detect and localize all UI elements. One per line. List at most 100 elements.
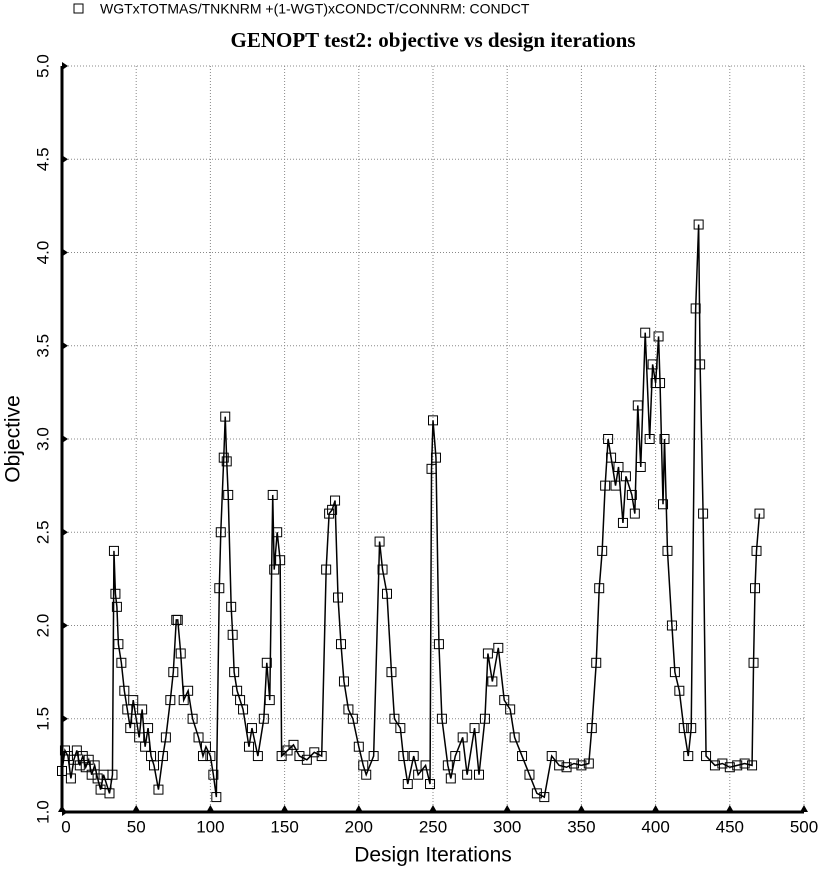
data-point xyxy=(330,495,341,506)
data-point xyxy=(413,769,424,780)
data-point xyxy=(104,788,115,799)
data-point xyxy=(408,751,419,762)
y-tick-label: 4.0 xyxy=(33,241,52,265)
data-point xyxy=(221,456,232,467)
data-point xyxy=(635,461,646,472)
data-point xyxy=(445,773,456,784)
data-point xyxy=(487,676,498,687)
data-point xyxy=(420,760,431,771)
x-tick xyxy=(503,805,512,812)
data-point xyxy=(77,751,88,762)
data-point xyxy=(505,704,516,715)
data-point xyxy=(662,545,673,556)
x-tick-label: 400 xyxy=(641,817,669,836)
data-point xyxy=(442,760,453,771)
data-point xyxy=(561,762,572,773)
data-point xyxy=(338,676,349,687)
x-tick-label: 100 xyxy=(196,817,224,836)
data-point xyxy=(517,751,528,762)
data-point xyxy=(436,713,447,724)
data-point xyxy=(238,704,249,715)
data-point xyxy=(591,657,602,668)
data-point xyxy=(175,648,186,659)
data-point xyxy=(568,758,579,769)
data-point xyxy=(754,508,765,519)
chart-title: GENOPT test2: objective vs design iterat… xyxy=(231,28,636,52)
data-point xyxy=(89,760,100,771)
x-tick xyxy=(651,805,660,812)
data-point xyxy=(211,792,222,803)
data-point xyxy=(65,773,76,784)
data-point xyxy=(750,583,761,594)
data-point xyxy=(683,751,694,762)
data-point xyxy=(168,667,179,678)
data-point xyxy=(751,545,762,556)
data-point xyxy=(748,657,759,668)
y-tick-label: 2.0 xyxy=(33,614,52,638)
x-tick-label: 150 xyxy=(270,817,298,836)
data-point xyxy=(125,723,136,734)
data-point xyxy=(499,695,510,706)
data-point xyxy=(509,732,520,743)
x-tick xyxy=(206,805,215,812)
data-point xyxy=(347,713,358,724)
data-point xyxy=(474,769,485,780)
data-point xyxy=(377,564,388,575)
data-point xyxy=(131,713,142,724)
data-point xyxy=(597,545,608,556)
data-point xyxy=(644,434,655,444)
data-point xyxy=(353,741,364,752)
data-point xyxy=(92,773,103,784)
data-point xyxy=(539,792,550,803)
data-point xyxy=(457,732,468,743)
data-point xyxy=(205,751,216,762)
y-axis-label: Objective xyxy=(2,395,25,483)
data-point xyxy=(701,751,712,762)
data-point xyxy=(626,489,637,500)
data-point xyxy=(603,434,614,444)
data-point xyxy=(227,629,238,640)
x-tick-label: 200 xyxy=(345,817,373,836)
data-point xyxy=(57,765,67,776)
data-point xyxy=(252,751,263,762)
data-point xyxy=(462,769,473,780)
data-point xyxy=(693,219,704,230)
y-tick-label: 3.0 xyxy=(33,427,52,451)
x-tick-label: 50 xyxy=(127,817,146,836)
data-point xyxy=(524,769,535,780)
x-tick xyxy=(354,805,363,812)
data-point xyxy=(110,588,121,599)
data-point xyxy=(294,751,305,762)
data-point xyxy=(172,614,183,625)
data-point xyxy=(747,760,758,771)
data-point xyxy=(433,639,444,650)
data-point xyxy=(389,713,400,724)
data-point xyxy=(395,723,406,734)
data-point xyxy=(698,508,709,519)
data-point xyxy=(193,732,204,743)
data-point xyxy=(113,639,124,650)
data-point xyxy=(674,685,685,696)
data-point xyxy=(732,760,743,771)
data-point xyxy=(678,723,689,734)
data-point xyxy=(140,741,151,752)
data-point xyxy=(386,667,397,678)
legend-marker xyxy=(73,3,84,14)
data-point xyxy=(739,758,750,769)
data-point xyxy=(717,758,728,769)
data-point xyxy=(640,327,651,338)
data-point xyxy=(430,452,441,463)
data-point xyxy=(108,545,119,556)
data-point xyxy=(594,583,605,594)
data-point xyxy=(134,732,145,743)
data-point xyxy=(261,657,272,668)
data-point xyxy=(71,745,82,756)
x-tick xyxy=(280,805,289,812)
data-point xyxy=(218,452,229,463)
x-tick-label: 350 xyxy=(567,817,595,836)
data-point xyxy=(83,754,94,765)
y-tick-label: 2.5 xyxy=(33,520,52,544)
data-point xyxy=(246,723,257,734)
data-point xyxy=(243,741,254,752)
data-point xyxy=(165,695,176,706)
